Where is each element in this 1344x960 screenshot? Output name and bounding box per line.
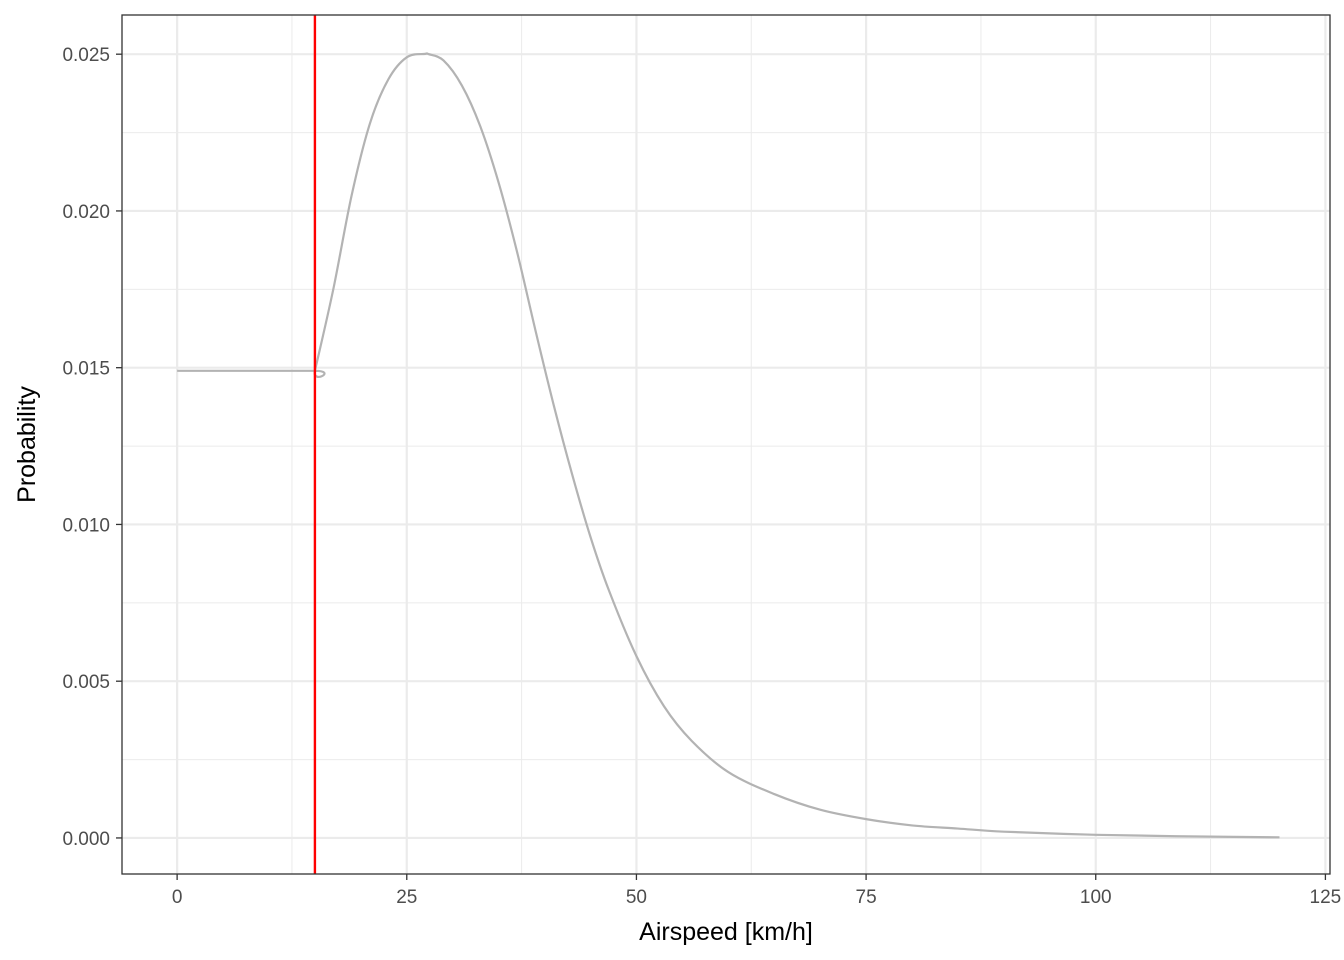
y-tick-label: 0.015 xyxy=(62,359,110,380)
series-layer xyxy=(177,52,1280,839)
x-tick-label: 50 xyxy=(626,887,647,908)
y-tick-label: 0.010 xyxy=(62,515,110,536)
plot-panel xyxy=(122,15,1330,874)
density-curve xyxy=(177,52,1280,839)
x-axis-title: Airspeed [km/h] xyxy=(639,918,813,946)
y-tick-label: 0.000 xyxy=(62,829,110,850)
panel-border xyxy=(121,14,1331,875)
minor-gridlines xyxy=(122,15,1330,874)
y-axis-title: Probability xyxy=(13,386,41,503)
x-tick-label: 125 xyxy=(1310,887,1342,908)
x-axis: 0 25 50 75 100 125 xyxy=(172,874,1341,908)
y-tick-label: 0.025 xyxy=(62,45,110,66)
major-gridlines xyxy=(122,15,1330,874)
y-axis: 0.000 0.005 0.010 0.015 0.020 0.025 xyxy=(62,45,122,850)
y-tick-label: 0.020 xyxy=(62,202,110,223)
x-tick-label: 25 xyxy=(396,887,417,908)
x-tick-label: 100 xyxy=(1080,887,1112,908)
x-tick-label: 75 xyxy=(856,887,877,908)
y-tick-label: 0.005 xyxy=(62,672,110,693)
x-tick-label: 0 xyxy=(172,887,183,908)
